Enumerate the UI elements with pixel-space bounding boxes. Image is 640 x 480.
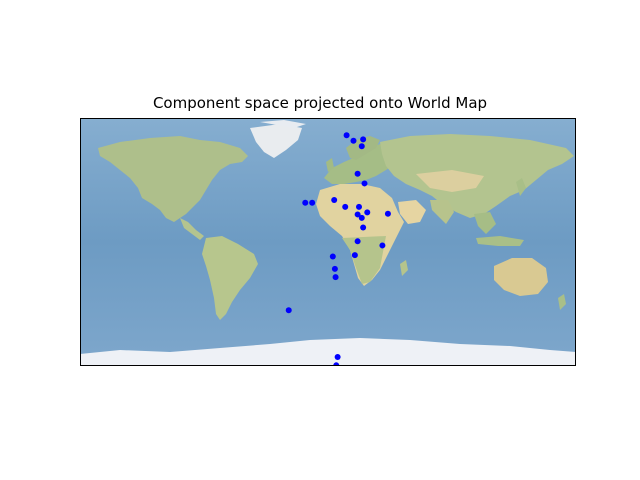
british-isles — [326, 158, 334, 172]
indonesia — [476, 236, 524, 246]
data-point — [350, 137, 357, 144]
data-point — [364, 209, 371, 216]
europe — [324, 144, 400, 184]
data-point — [356, 203, 362, 210]
map-border — [80, 118, 576, 366]
data-point — [379, 242, 386, 249]
arctic-ice — [260, 120, 306, 128]
data-point — [285, 307, 292, 314]
data-point — [309, 199, 316, 206]
data-point — [361, 180, 368, 187]
world-map-svg — [80, 118, 576, 366]
africa-south-green — [342, 236, 386, 284]
southeast-asia — [474, 212, 496, 234]
australia — [494, 258, 548, 296]
data-point — [351, 252, 358, 259]
data-point — [358, 214, 365, 221]
africa — [316, 184, 404, 286]
data-point — [343, 132, 350, 139]
new-zealand — [558, 294, 566, 310]
data-point — [354, 211, 361, 218]
north-america — [98, 136, 248, 222]
antarctica — [80, 338, 576, 366]
data-point — [332, 274, 339, 281]
data-point — [331, 265, 338, 272]
data-point — [358, 143, 365, 150]
data-point — [342, 203, 349, 210]
data-point — [354, 238, 361, 245]
india — [430, 200, 454, 224]
data-point — [334, 354, 341, 361]
data-point — [331, 196, 338, 203]
madagascar — [400, 260, 408, 276]
data-point — [302, 199, 309, 206]
data-point — [360, 224, 367, 231]
chart-title: Component space projected onto World Map — [152, 94, 488, 112]
central-america — [180, 218, 204, 240]
world-map — [80, 118, 576, 366]
data-points — [285, 132, 391, 366]
data-point — [360, 136, 367, 143]
data-point — [354, 170, 361, 177]
greenland — [250, 124, 302, 158]
data-point — [384, 210, 391, 217]
japan — [516, 178, 526, 196]
arabian-peninsula — [398, 200, 426, 224]
south-america — [202, 236, 258, 320]
central-asia-desert — [416, 170, 484, 192]
data-point — [329, 253, 336, 260]
land-masses — [80, 120, 576, 366]
